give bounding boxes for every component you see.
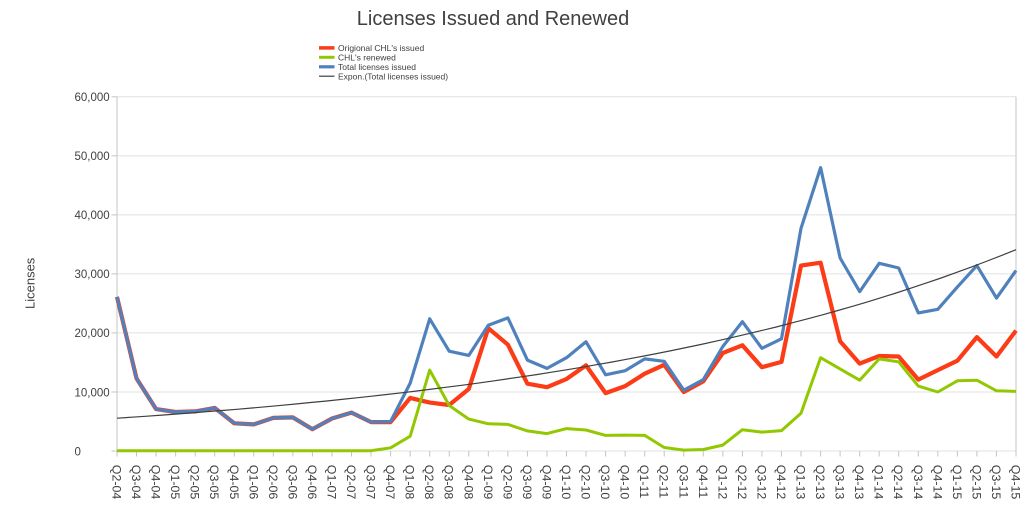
svg-text:Q1-15: Q1-15: [950, 465, 964, 500]
svg-text:20,000: 20,000: [75, 328, 110, 340]
svg-text:Q3-12: Q3-12: [754, 465, 768, 500]
svg-text:Q3-10: Q3-10: [598, 465, 612, 500]
svg-text:Q3-09: Q3-09: [520, 465, 534, 500]
svg-text:Q3-04: Q3-04: [129, 465, 143, 500]
svg-text:Q2-15: Q2-15: [969, 465, 983, 500]
svg-text:Q3-15: Q3-15: [989, 465, 1003, 500]
svg-text:Q3-06: Q3-06: [285, 465, 299, 500]
svg-text:Q4-07: Q4-07: [383, 465, 397, 500]
svg-text:Q4-06: Q4-06: [305, 465, 319, 500]
svg-text:Q2-06: Q2-06: [266, 465, 280, 500]
svg-text:Q2-05: Q2-05: [188, 465, 202, 500]
svg-text:Q1-11: Q1-11: [637, 465, 651, 499]
svg-text:Origional CHL's issued: Origional CHL's issued: [338, 43, 424, 53]
svg-text:Expon.(Total licenses issued): Expon.(Total licenses issued): [338, 71, 448, 81]
svg-text:Q4-10: Q4-10: [618, 465, 632, 500]
svg-text:Q3-05: Q3-05: [207, 465, 221, 500]
svg-text:Q4-14: Q4-14: [930, 465, 944, 500]
svg-text:Q3-07: Q3-07: [364, 465, 378, 500]
svg-text:Q2-08: Q2-08: [422, 465, 436, 500]
svg-text:CHL's renewed: CHL's renewed: [338, 52, 396, 62]
svg-text:Q1-13: Q1-13: [794, 465, 808, 500]
svg-text:Q2-11: Q2-11: [657, 465, 671, 499]
svg-text:Q4-08: Q4-08: [461, 465, 475, 500]
svg-text:Q3-11: Q3-11: [676, 465, 690, 499]
svg-text:Q4-04: Q4-04: [149, 465, 163, 500]
svg-text:Total licenses issued: Total licenses issued: [338, 62, 416, 72]
svg-text:Q1-14: Q1-14: [872, 465, 886, 500]
svg-text:Q1-10: Q1-10: [559, 465, 573, 500]
svg-text:0: 0: [75, 446, 81, 458]
svg-text:Q2-14: Q2-14: [891, 465, 905, 500]
svg-text:Q1-06: Q1-06: [246, 465, 260, 500]
svg-text:Q2-09: Q2-09: [500, 465, 514, 500]
svg-text:Q1-08: Q1-08: [403, 465, 417, 500]
svg-text:Q4-12: Q4-12: [774, 465, 788, 500]
svg-text:Q4-15: Q4-15: [1009, 465, 1023, 500]
svg-text:Q2-07: Q2-07: [344, 465, 358, 500]
svg-text:Q1-05: Q1-05: [168, 465, 182, 500]
svg-text:Q1-07: Q1-07: [324, 465, 338, 500]
svg-text:Q2-04: Q2-04: [110, 465, 124, 500]
svg-text:Q3-08: Q3-08: [442, 465, 456, 500]
svg-text:Q4-11: Q4-11: [696, 465, 710, 499]
svg-text:Q3-14: Q3-14: [911, 465, 925, 500]
svg-text:Q2-13: Q2-13: [813, 465, 827, 500]
svg-text:Q3-13: Q3-13: [833, 465, 847, 500]
svg-text:Q2-12: Q2-12: [735, 465, 749, 500]
svg-text:Q1-12: Q1-12: [715, 465, 729, 500]
svg-text:Q4-13: Q4-13: [852, 465, 866, 500]
svg-text:30,000: 30,000: [75, 269, 110, 281]
svg-text:Licenses Issued and Renewed: Licenses Issued and Renewed: [357, 8, 629, 30]
svg-text:50,000: 50,000: [75, 151, 110, 163]
svg-text:Licenses: Licenses: [23, 257, 38, 309]
svg-text:40,000: 40,000: [75, 210, 110, 222]
svg-text:60,000: 60,000: [75, 92, 110, 104]
svg-text:Q4-05: Q4-05: [227, 465, 241, 500]
svg-text:10,000: 10,000: [75, 387, 110, 399]
svg-text:Q2-10: Q2-10: [579, 465, 593, 500]
svg-text:Q1-09: Q1-09: [481, 465, 495, 500]
svg-text:Q4-09: Q4-09: [539, 465, 553, 500]
